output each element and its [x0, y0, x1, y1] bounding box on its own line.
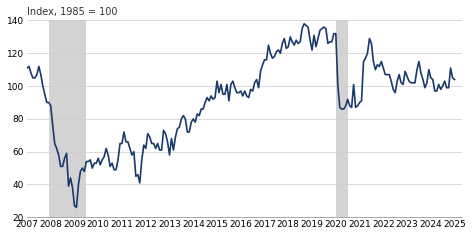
Text: Index, 1985 = 100: Index, 1985 = 100 — [27, 7, 118, 17]
Bar — [49, 21, 86, 217]
Bar — [336, 21, 347, 217]
